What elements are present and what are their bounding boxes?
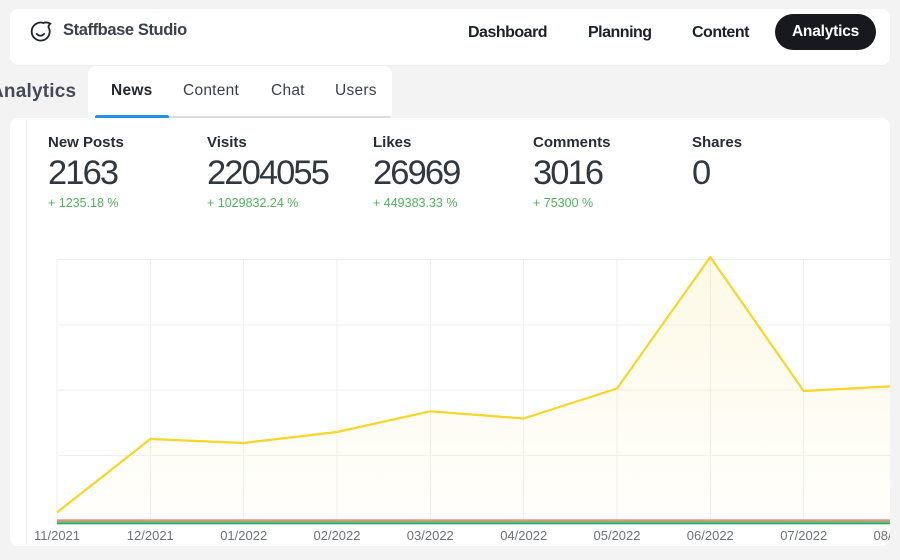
svg-text:08/2022: 08/2022	[874, 528, 891, 543]
svg-text:06/2022: 06/2022	[687, 528, 734, 543]
svg-text:05/2022: 05/2022	[594, 528, 641, 543]
svg-text:12/2021: 12/2021	[127, 528, 174, 543]
svg-text:04/2022: 04/2022	[500, 528, 547, 543]
svg-text:07/2022: 07/2022	[780, 528, 827, 543]
svg-text:01/2022: 01/2022	[220, 528, 267, 543]
svg-text:03/2022: 03/2022	[407, 528, 454, 543]
svg-text:11/2021: 11/2021	[34, 528, 80, 543]
svg-text:02/2022: 02/2022	[314, 528, 361, 543]
